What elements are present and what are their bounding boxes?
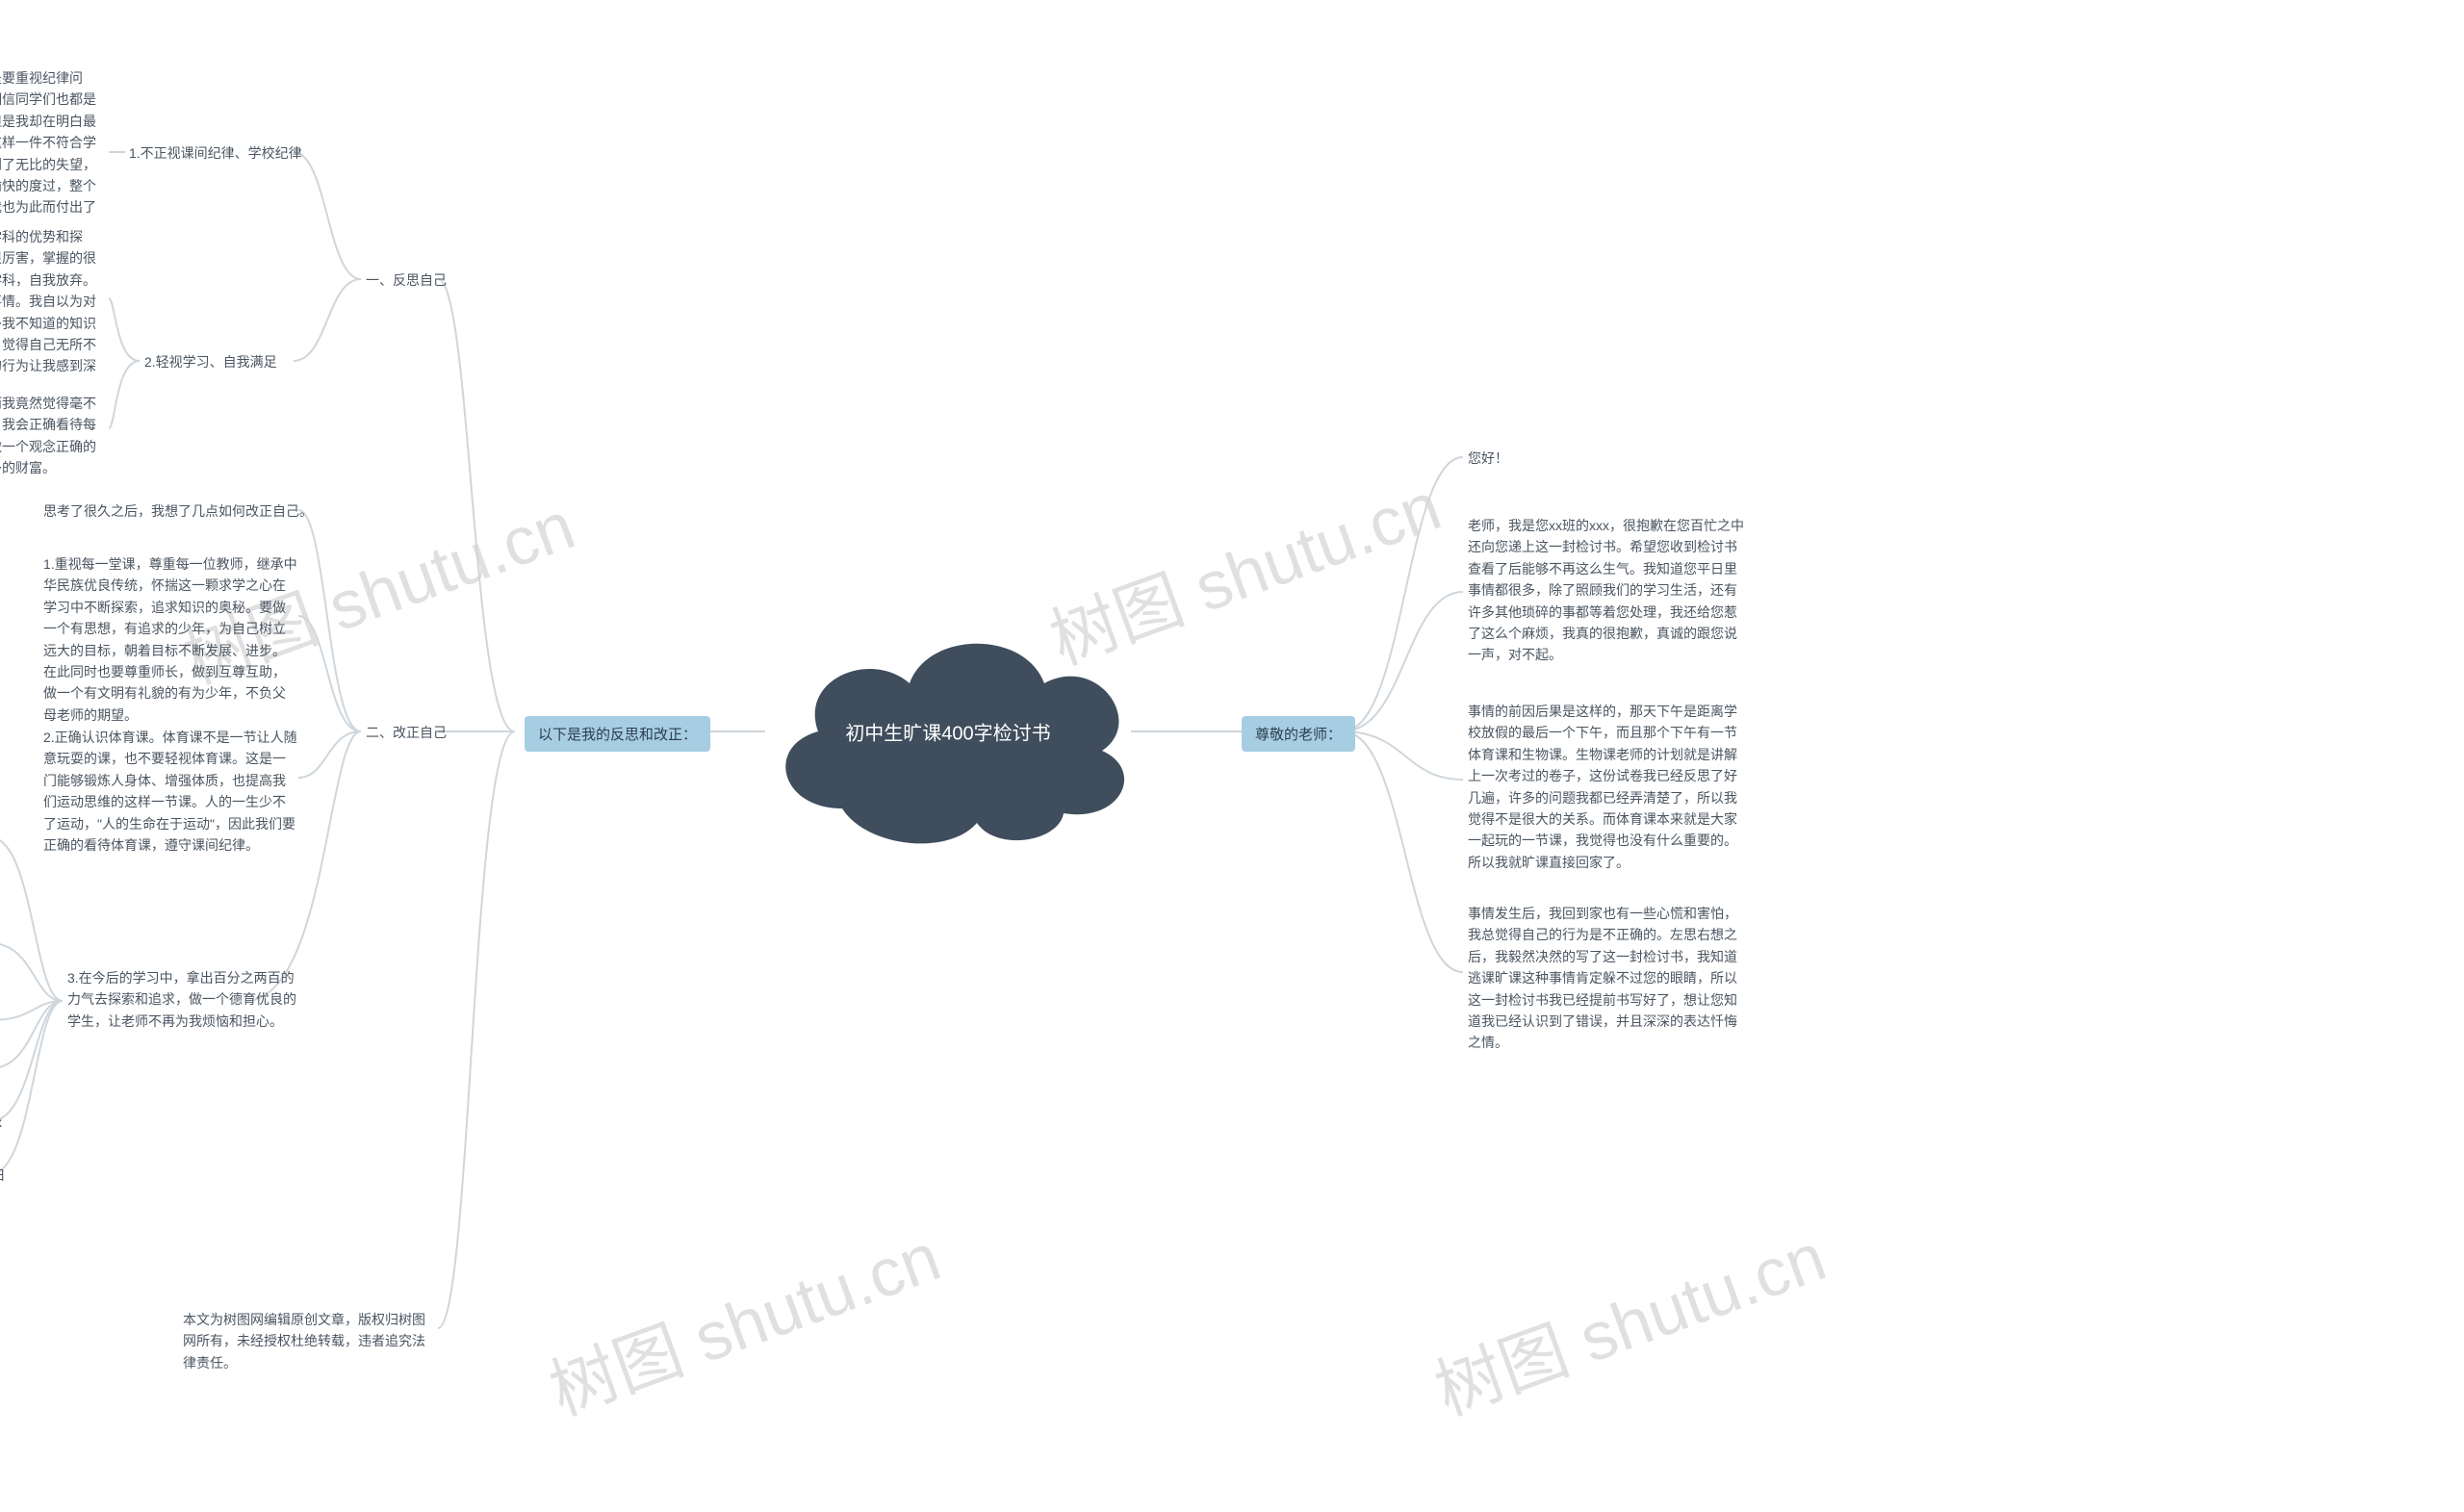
watermark: 树图 shutu.cn <box>535 1204 952 1435</box>
label-section1: 一、反思自己 <box>366 269 447 291</box>
label-s1-item1: 1.不正视课间纪律、学校纪律 <box>129 142 302 164</box>
text-right-para2: 事情的前因后果是这样的，那天下午是距离学校放假的最后一个下午，而且那个下午有一节… <box>1468 701 1747 873</box>
text-s2-item2: 2.正确认识体育课。体育课不是一节让人随意玩耍的课，也不要轻视体育课。这是一门能… <box>43 727 298 856</box>
text-s2-item1: 1.重视每一堂课，尊重每一位教师，继承中华民族优良传统，怀揣这一颗求学之心在学习… <box>43 553 298 726</box>
text-s1-item2: 其实每一门学科都有每一门学科的优势和探索，我太过自我，觉得自己很厉害，掌握的很好… <box>0 226 106 398</box>
node-teacher: 尊敬的老师： <box>1242 716 1355 752</box>
text-greeting: 您好！ <box>1468 448 1508 469</box>
center-cloud: 初中生旷课400字检讨书 <box>741 597 1155 866</box>
text-s2-intro: 思考了很久之后，我想了几点如何改正自己。 <box>43 500 332 522</box>
text-s1-item1: 作为一名学生，最重要的就是要重视纪律问题，这一点我是知道的。我相信同学们也都是清… <box>0 67 106 240</box>
text-right-para1: 老师，我是您xx班的xxx，很抱歉在您百忙之中还向您递上这一封检讨书。希望您收到… <box>1468 515 1747 666</box>
text-date: 20xx年x月x日 <box>0 1165 6 1186</box>
label-s1-item2: 2.轻视学习、自我满足 <box>144 351 277 372</box>
text-right-para3: 事情发生后，我回到家也有一些心慌和害怕，我总觉得自己的行为是不正确的。左思右想之… <box>1468 903 1747 1054</box>
label-s2-item3: 3.在今后的学习中，拿出百分之两百的力气去探索和追求，做一个德育优良的学生，让老… <box>67 967 298 1032</box>
watermark: 树图 shutu.cn <box>1421 1204 1837 1435</box>
text-s1-item2-extra: 体育课是锻炼人的一门课，而我竟然觉得毫不重要，这是我认知上的残缺。我会正确看待每… <box>0 393 106 479</box>
label-section2: 二、改正自己 <box>366 722 447 743</box>
mindmap-title: 初中生旷课400字检讨书 <box>845 718 1050 746</box>
node-intro: 以下是我的反思和改正： <box>525 716 710 752</box>
text-signature: 检讨人：xxx <box>0 1112 2 1133</box>
connector-lines <box>0 0 2464 1512</box>
text-footer: 本文为树图网编辑原创文章，版权归树图网所有，未经授权杜绝转载，违者追究法律责任。 <box>183 1309 438 1373</box>
